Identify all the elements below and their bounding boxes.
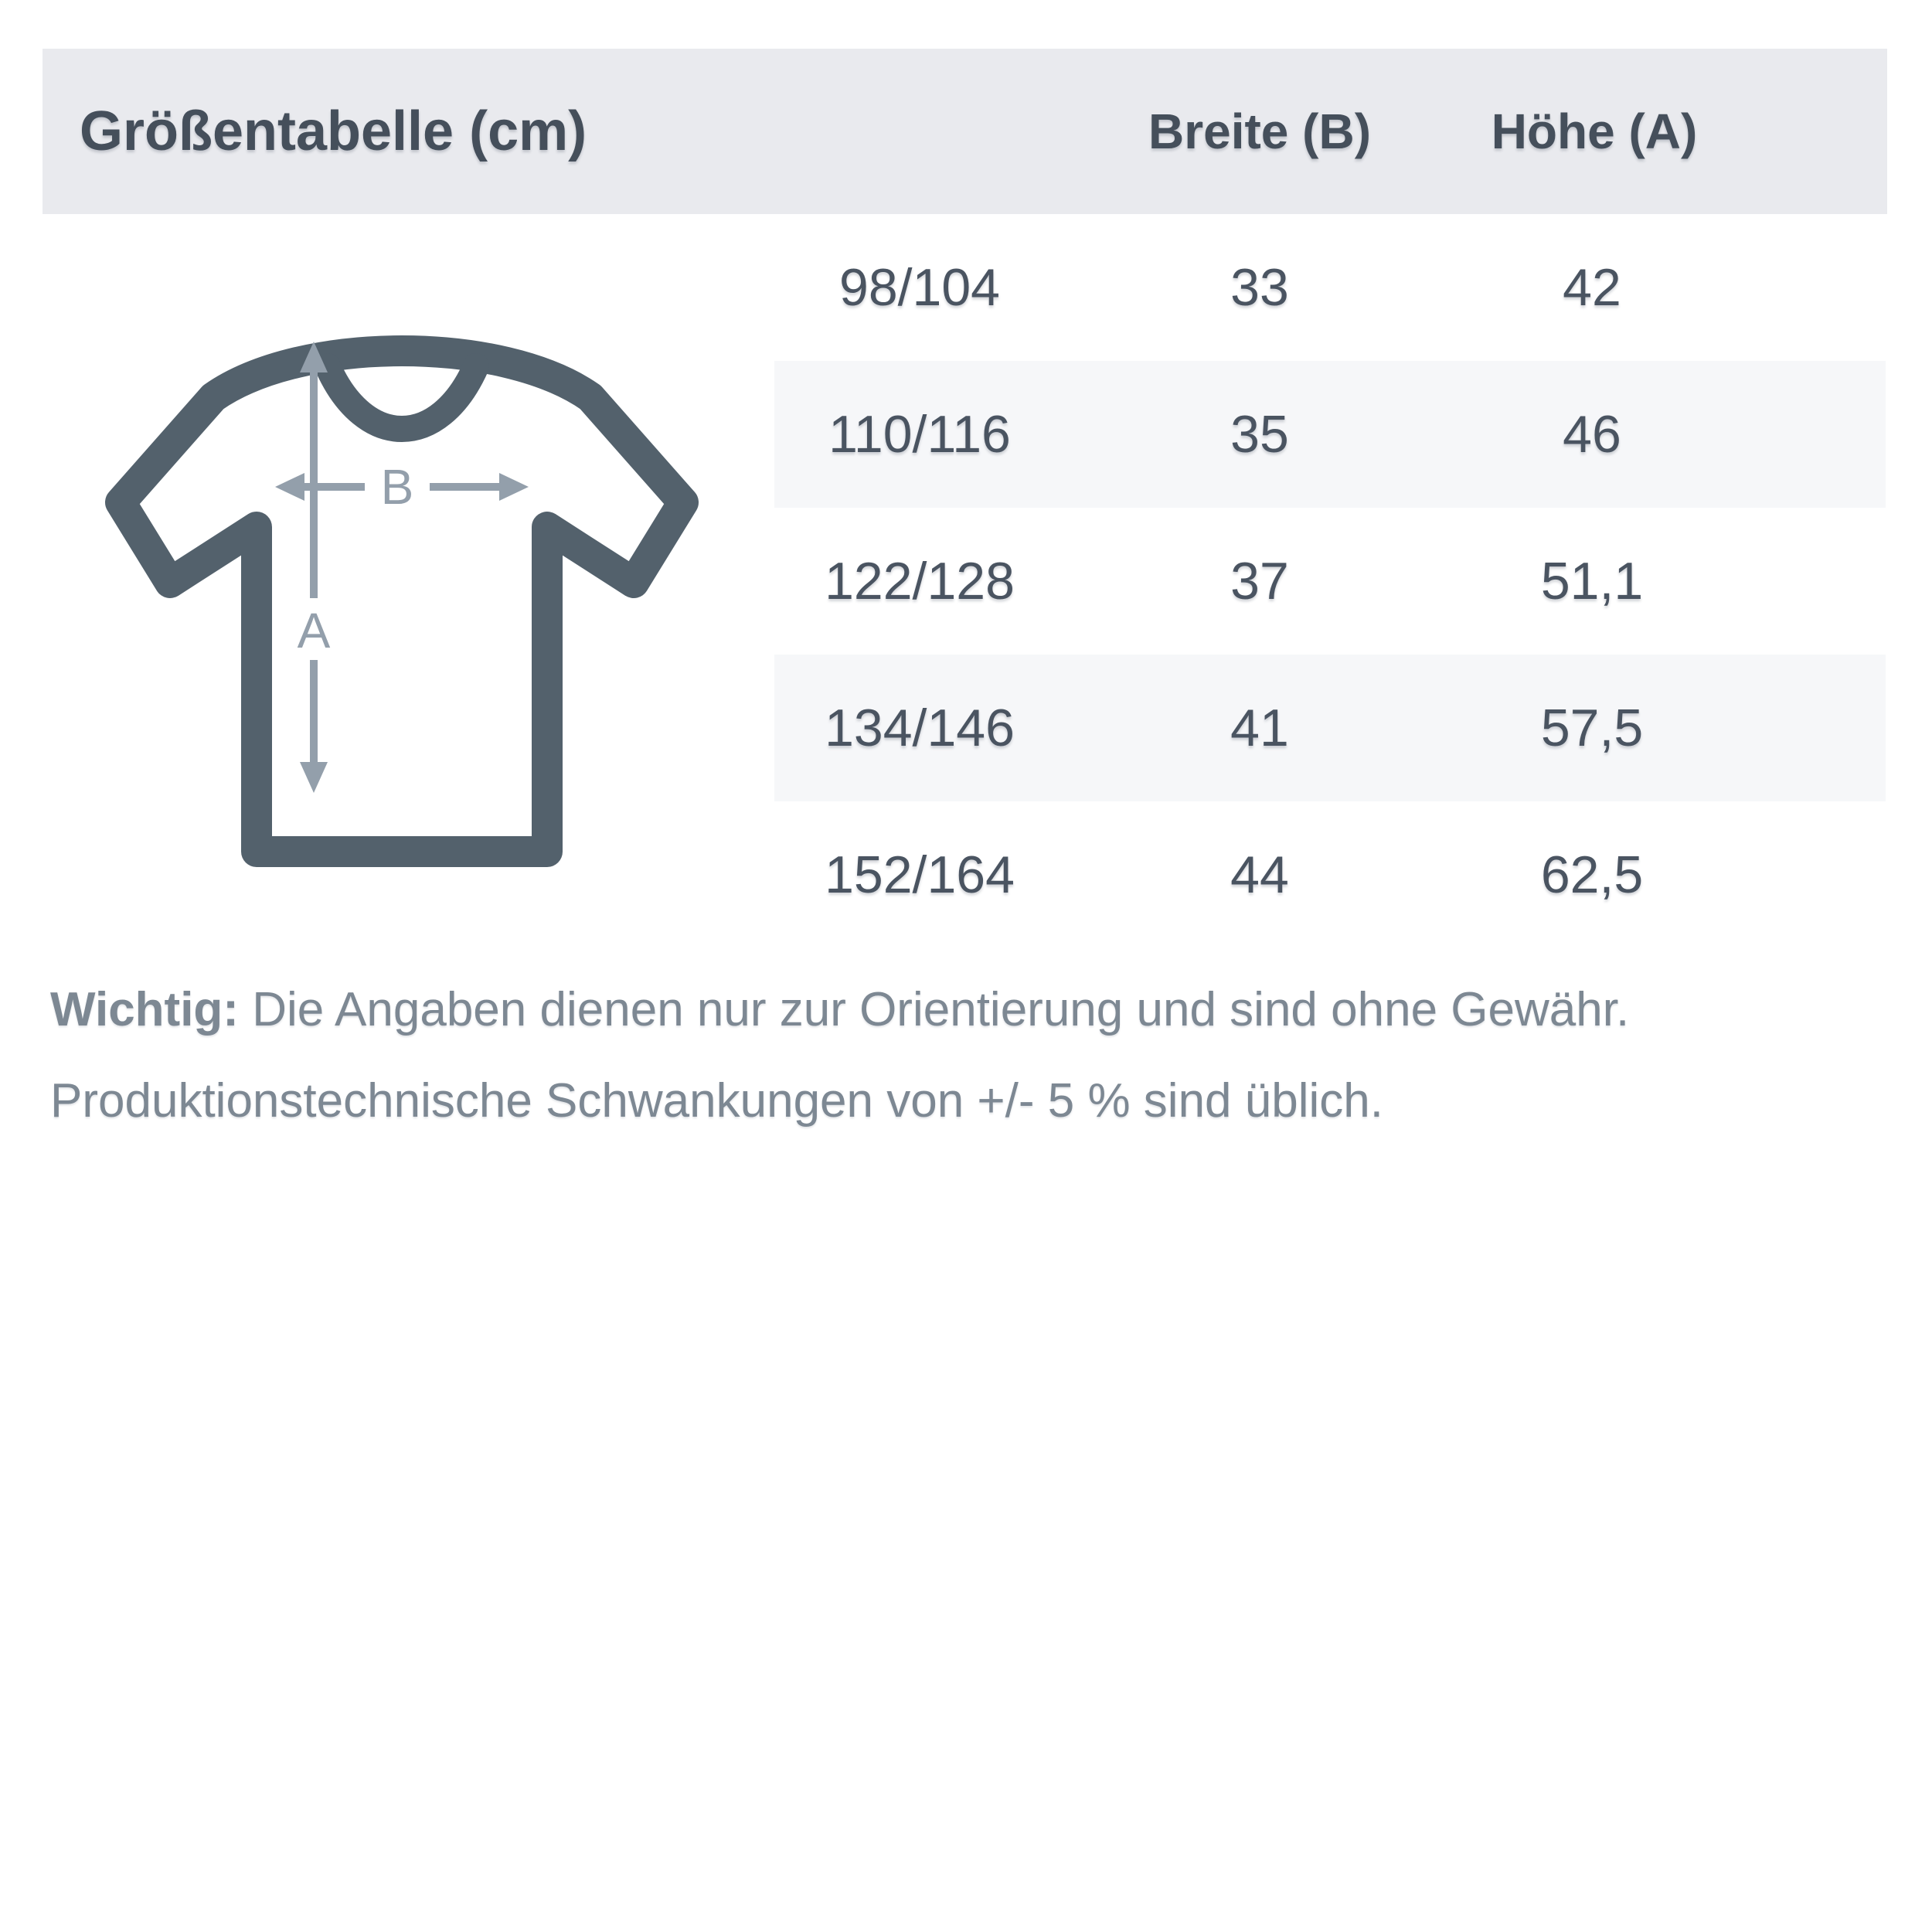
note-important-label: Wichtig: (50, 983, 239, 1036)
column-header-breite: Breite (B) (1148, 104, 1372, 159)
tshirt-diagram: A B (105, 335, 699, 867)
size-cell: 152/164 (825, 845, 1015, 904)
size-cell: 122/128 (825, 552, 1015, 611)
height-arrow (300, 342, 328, 793)
height-label-a: A (298, 603, 331, 658)
size-cell: 134/146 (825, 699, 1015, 757)
hoehe-cell: 57,5 (1540, 699, 1644, 757)
table-row: 134/146 41 57,5 (774, 655, 1886, 801)
width-arrow (275, 473, 529, 501)
table-row: 122/128 37 51,1 (774, 508, 1886, 655)
size-cell: 98/104 (839, 258, 1000, 317)
size-cell: 110/116 (828, 405, 1011, 464)
hoehe-cell: 42 (1563, 258, 1621, 317)
table-row: 110/116 35 46 (774, 361, 1886, 508)
breite-cell: 44 (1230, 845, 1289, 904)
breite-cell: 35 (1230, 405, 1289, 464)
breite-cell: 41 (1230, 699, 1289, 757)
note-line-1-text: Die Angaben dienen nur zur Orientierung … (252, 983, 1630, 1036)
table-header: Größentabelle (cm) Breite (B) Höhe (A) (43, 49, 1887, 214)
breite-cell: 37 (1230, 552, 1289, 611)
hoehe-cell: 62,5 (1540, 845, 1644, 904)
note-line-2: Produktionstechnische Schwankungen von +… (50, 1074, 1383, 1128)
column-header-hoehe: Höhe (A) (1491, 104, 1698, 159)
width-label-b: B (381, 459, 414, 515)
hoehe-cell: 51,1 (1540, 552, 1644, 611)
size-chart-title: Größentabelle (cm) (80, 100, 587, 162)
table-row: 152/164 44 62,5 (774, 801, 1886, 948)
tshirt-collar-icon (315, 353, 489, 442)
table-row: 98/104 33 42 (774, 214, 1886, 361)
hoehe-cell: 46 (1563, 405, 1621, 464)
breite-cell: 33 (1230, 258, 1289, 317)
note: Wichtig: Die Angaben dienen nur zur Orie… (50, 964, 1882, 1147)
note-line-1: Wichtig: Die Angaben dienen nur zur Orie… (50, 964, 1882, 1056)
